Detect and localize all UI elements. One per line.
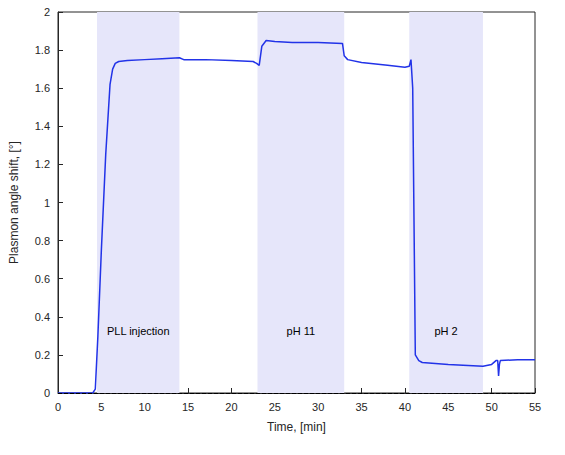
svg-text:0.4: 0.4 xyxy=(35,311,50,323)
svg-text:25: 25 xyxy=(269,401,281,413)
svg-text:45: 45 xyxy=(442,401,454,413)
svg-text:20: 20 xyxy=(225,401,237,413)
svg-text:1.6: 1.6 xyxy=(35,82,50,94)
svg-text:0.2: 0.2 xyxy=(35,349,50,361)
svg-text:0.8: 0.8 xyxy=(35,235,50,247)
svg-text:pH 2: pH 2 xyxy=(434,325,457,337)
svg-text:50: 50 xyxy=(486,401,498,413)
svg-text:10: 10 xyxy=(139,401,151,413)
svg-text:0: 0 xyxy=(44,387,50,399)
svg-text:2: 2 xyxy=(44,6,50,18)
svg-text:15: 15 xyxy=(182,401,194,413)
svg-text:55: 55 xyxy=(529,401,541,413)
svg-text:Time, [min]: Time, [min] xyxy=(267,420,326,434)
svg-text:1.4: 1.4 xyxy=(35,120,50,132)
svg-text:40: 40 xyxy=(399,401,411,413)
svg-text:30: 30 xyxy=(312,401,324,413)
svg-text:1: 1 xyxy=(44,197,50,209)
svg-text:PLL injection: PLL injection xyxy=(107,325,170,337)
svg-text:1.8: 1.8 xyxy=(35,44,50,56)
svg-text:5: 5 xyxy=(98,401,104,413)
svg-text:35: 35 xyxy=(355,401,367,413)
svg-text:pH 11: pH 11 xyxy=(287,325,316,337)
svg-text:1.2: 1.2 xyxy=(35,158,50,170)
svg-text:0: 0 xyxy=(55,401,61,413)
svg-text:Plasmon angle shift, [°]: Plasmon angle shift, [°] xyxy=(7,141,21,264)
svg-text:0.6: 0.6 xyxy=(35,273,50,285)
